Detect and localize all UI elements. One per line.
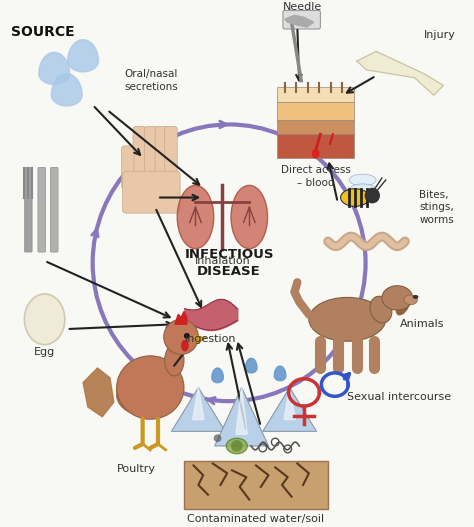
Polygon shape <box>284 387 295 419</box>
Polygon shape <box>192 387 204 419</box>
FancyBboxPatch shape <box>277 87 354 102</box>
Polygon shape <box>246 358 257 373</box>
Ellipse shape <box>25 294 65 345</box>
FancyBboxPatch shape <box>38 168 46 252</box>
Text: Poultry: Poultry <box>117 464 155 474</box>
FancyBboxPatch shape <box>145 126 157 181</box>
Polygon shape <box>68 40 99 72</box>
Polygon shape <box>215 387 268 446</box>
Polygon shape <box>263 387 317 432</box>
Circle shape <box>184 333 190 339</box>
Polygon shape <box>285 15 314 27</box>
Text: Sexual intercourse: Sexual intercourse <box>347 392 451 402</box>
Circle shape <box>231 440 243 452</box>
Ellipse shape <box>382 286 413 310</box>
Ellipse shape <box>413 295 419 299</box>
FancyBboxPatch shape <box>283 11 320 29</box>
Ellipse shape <box>341 189 369 206</box>
Text: Oral/nasal
secretions: Oral/nasal secretions <box>124 70 178 92</box>
Text: Needle: Needle <box>283 3 322 13</box>
Circle shape <box>214 434 221 442</box>
FancyBboxPatch shape <box>277 120 354 134</box>
Ellipse shape <box>181 340 189 352</box>
Ellipse shape <box>349 174 376 186</box>
Polygon shape <box>172 387 225 432</box>
FancyBboxPatch shape <box>277 102 354 120</box>
Ellipse shape <box>396 296 410 315</box>
Ellipse shape <box>370 296 392 323</box>
Polygon shape <box>39 52 70 84</box>
Ellipse shape <box>231 186 267 249</box>
Text: INFECTIOUS
DISEASE: INFECTIOUS DISEASE <box>184 248 274 278</box>
Polygon shape <box>236 387 247 434</box>
FancyBboxPatch shape <box>165 126 177 181</box>
Text: Egg: Egg <box>34 347 55 357</box>
Ellipse shape <box>116 370 169 414</box>
FancyBboxPatch shape <box>133 126 146 181</box>
Ellipse shape <box>404 295 418 305</box>
FancyBboxPatch shape <box>50 168 58 252</box>
FancyBboxPatch shape <box>122 171 180 213</box>
Ellipse shape <box>117 356 184 419</box>
FancyBboxPatch shape <box>25 168 32 252</box>
Text: Animals: Animals <box>400 319 445 329</box>
Polygon shape <box>357 52 443 95</box>
Ellipse shape <box>312 149 319 159</box>
Text: Direct access
– blood: Direct access – blood <box>281 165 351 188</box>
Polygon shape <box>212 368 223 383</box>
Text: Injury: Injury <box>424 30 456 40</box>
FancyBboxPatch shape <box>184 461 328 509</box>
Polygon shape <box>194 336 206 344</box>
FancyBboxPatch shape <box>277 134 354 158</box>
Polygon shape <box>175 311 187 324</box>
Text: Bites,
stings,
worms: Bites, stings, worms <box>419 190 454 225</box>
Circle shape <box>164 319 198 354</box>
Ellipse shape <box>165 345 184 376</box>
FancyBboxPatch shape <box>155 126 168 181</box>
Polygon shape <box>51 74 82 106</box>
Text: SOURCE: SOURCE <box>11 25 74 39</box>
FancyBboxPatch shape <box>121 146 134 189</box>
Ellipse shape <box>309 297 386 341</box>
Ellipse shape <box>349 184 376 196</box>
Text: Ingestion: Ingestion <box>185 334 237 344</box>
Circle shape <box>365 188 380 203</box>
Ellipse shape <box>226 438 247 454</box>
Ellipse shape <box>177 186 214 249</box>
Text: Inhalation: Inhalation <box>194 256 250 266</box>
Text: Contaminated water/soil: Contaminated water/soil <box>187 514 325 524</box>
Polygon shape <box>274 366 286 380</box>
Polygon shape <box>83 368 114 417</box>
